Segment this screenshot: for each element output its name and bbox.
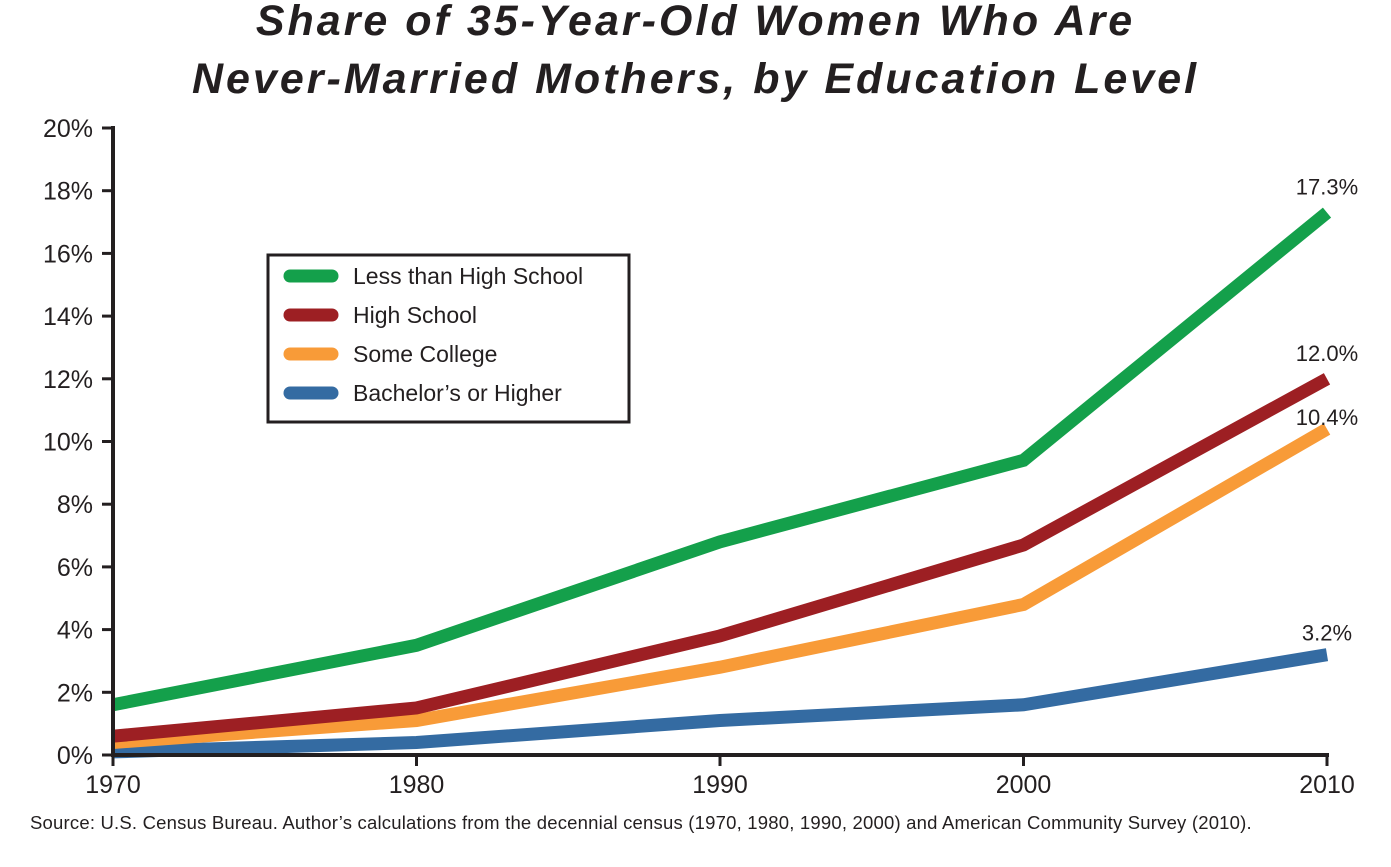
y-tick-label: 18% (43, 178, 93, 206)
x-tick-label: 2010 (1299, 771, 1355, 799)
y-tick-label: 8% (57, 491, 93, 519)
legend-label-bachelor-s-or-higher: Bachelor’s or Higher (353, 380, 562, 406)
y-tick-label: 14% (43, 303, 93, 331)
series-line-high-school (112, 373, 1331, 743)
y-tick-label: 12% (43, 366, 93, 394)
legend-label-some-college: Some College (353, 341, 497, 367)
chart-title-line-2: Never-Married Mothers, by Education Leve… (191, 55, 1200, 103)
axes-layer: 0% 2% 4% 6% 8% 10% 12% 14% 16% 18% 20% 1970 1980 1990… (43, 115, 1355, 799)
series-line-less-than-high-school (111, 207, 1332, 712)
x-tick-label: 2000 (996, 771, 1052, 799)
series-line-bachelor-s-or-higher (112, 648, 1329, 759)
legend: Less than High School High School Some Col… (266, 253, 631, 424)
y-tick-label: 16% (43, 240, 93, 268)
data-label-some-college: 10.4% (1296, 405, 1358, 430)
y-tick-label: 20% (43, 115, 93, 143)
y-tick-label: 6% (57, 554, 93, 582)
labels-layer: 17.3% 12.0% 10.4% 3.2% (1296, 175, 1358, 646)
y-tick-label: 4% (57, 617, 93, 645)
legend-label-less-than-high-school: Less than High School (353, 263, 583, 289)
legend-label-high-school: High School (353, 302, 477, 328)
y-tick-label: 0% (57, 742, 93, 770)
line-chart: 0% 2% 4% 6% 8% 10% 12% 14% 16% 18% 20% 1970 1980 1990… (43, 115, 1358, 799)
source-note: Source: U.S. Census Bureau. Author’s cal… (30, 812, 1252, 833)
y-tick-label: 10% (43, 429, 93, 457)
x-tick-label: 1990 (692, 771, 748, 799)
data-label-bachelor-s-or-higher: 3.2% (1302, 621, 1352, 646)
x-tick-label: 1970 (85, 771, 141, 799)
data-label-less-than-high-school: 17.3% (1296, 175, 1358, 200)
data-label-high-school: 12.0% (1296, 341, 1358, 366)
series-layer (111, 207, 1332, 759)
chart-title-line-1: Share of 35-Year-Old Women Who Are (255, 0, 1136, 45)
y-tick-label: 2% (57, 679, 93, 707)
x-tick-label: 1980 (389, 771, 445, 799)
series-line-some-college (112, 423, 1331, 749)
